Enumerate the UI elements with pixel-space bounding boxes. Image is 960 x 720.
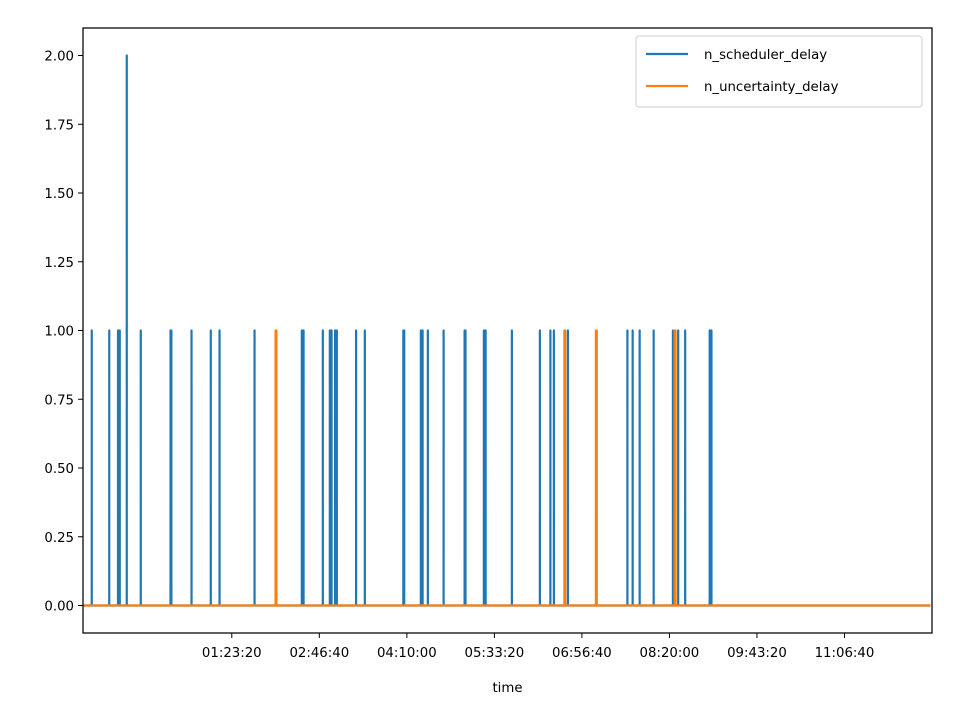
- x-tick-label: 02:46:40: [289, 646, 349, 661]
- legend-label: n_scheduler_delay: [704, 48, 827, 63]
- y-tick-label: 0.00: [44, 600, 74, 615]
- x-tick-label: 04:10:00: [377, 646, 437, 661]
- y-tick-label: 0.50: [44, 462, 74, 477]
- x-tick-label: 11:06:40: [815, 646, 875, 661]
- y-tick-label: 0.25: [44, 531, 74, 546]
- y-tick-label: 0.75: [44, 393, 74, 408]
- x-tick-label: 08:20:00: [640, 646, 700, 661]
- y-tick-label: 2.00: [44, 50, 74, 65]
- x-tick-label: 01:23:20: [202, 646, 262, 661]
- x-tick-label: 06:56:40: [552, 646, 612, 661]
- y-tick-label: 1.50: [44, 187, 74, 202]
- y-tick-label: 1.00: [44, 325, 74, 340]
- legend-label: n_uncertainty_delay: [704, 80, 839, 95]
- y-tick-label: 1.25: [44, 256, 74, 271]
- x-axis-ticks: 01:23:20 02:46:40 04:10:00 05:33:20 06:56:40…: [202, 633, 874, 661]
- x-tick-label: 05:33:20: [465, 646, 525, 661]
- y-tick-label: 1.75: [44, 118, 74, 133]
- legend-box: [635, 35, 923, 108]
- x-axis-label: time: [492, 681, 522, 696]
- y-axis-ticks: 0.00 0.25 0.50 0.75 1.00 1.25 1.50 1.75 2.00: [44, 50, 83, 615]
- x-tick-label: 09:43:20: [727, 646, 787, 661]
- series-line-n_uncertainty_delay: [83, 329, 931, 607]
- series-line-n_scheduler_delay: [83, 54, 931, 607]
- series-layer: [83, 54, 931, 607]
- legend: n_scheduler_delay n_uncertainty_delay: [635, 35, 923, 108]
